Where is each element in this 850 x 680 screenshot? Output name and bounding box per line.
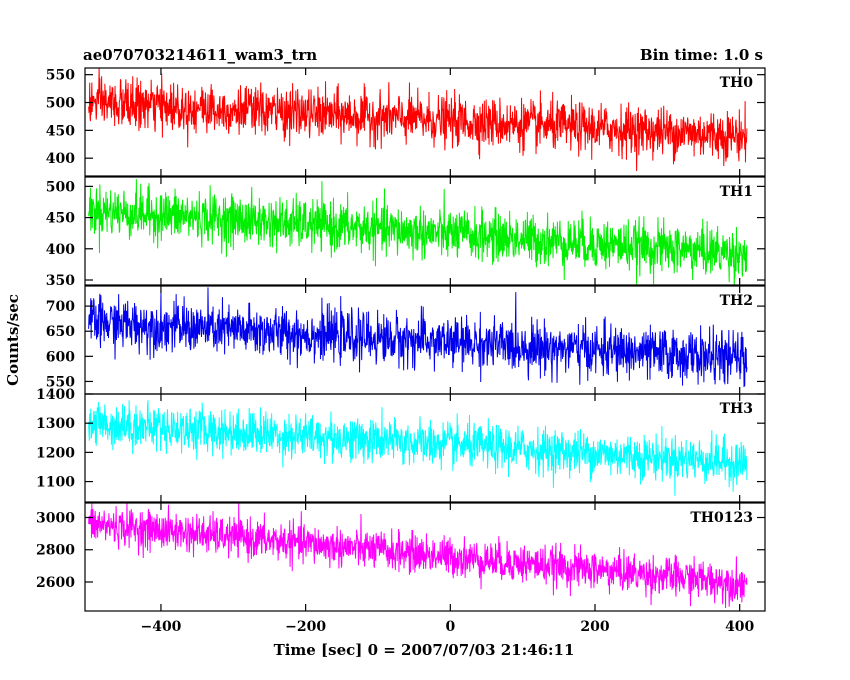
x-tick-label: 200 (580, 619, 609, 635)
panel-label-th0123: TH0123 (690, 510, 753, 526)
panel-th1: 350 400 450 500 TH1 (46, 176, 766, 289)
series-line-th1 (88, 179, 748, 285)
panel-label-th0: TH0 (720, 75, 754, 91)
chart-title-right: Bin time: 1.0 s (640, 46, 763, 64)
y-tick-label: 400 (46, 151, 75, 167)
panels-group: 400 450 500 550 TH0 350 400 450 500 TH1 550 600 650 7… (36, 67, 766, 612)
y-tick-label: 550 (46, 68, 75, 84)
y-tick-label: 1300 (36, 416, 75, 432)
x-tick-label: 0 (445, 619, 455, 635)
panel-th2: 550 600 650 700 TH2 (46, 285, 766, 395)
y-tick-label: 450 (46, 123, 75, 139)
y-tick-label: 600 (46, 349, 75, 365)
y-tick-label: 550 (46, 374, 75, 390)
series-line-th0123 (88, 503, 748, 608)
y-tick-label: 1200 (36, 445, 75, 461)
y-tick-label: 2800 (36, 543, 75, 559)
panel-frame (84, 502, 766, 612)
y-tick-label: 1400 (36, 387, 75, 403)
y-tick-label: 500 (46, 96, 75, 112)
panel-frame (84, 176, 766, 286)
panel-label-th2: TH2 (720, 293, 753, 309)
y-tick-label: 1100 (36, 475, 75, 491)
panel-th3: 1100 1200 1300 1400 TH3 (36, 387, 766, 503)
y-tick-label: 650 (46, 324, 75, 340)
x-axis-label: Time [sec] 0 = 2007/07/03 21:46:11 (274, 641, 575, 659)
series-line-th2 (88, 287, 748, 388)
panel-label-th3: TH3 (720, 401, 753, 417)
y-tick-label: 350 (46, 273, 75, 289)
y-tick-label: 2600 (36, 575, 75, 591)
y-tick-label: 500 (46, 179, 75, 195)
y-axis-label: Counts/sec (4, 294, 22, 386)
y-tick-label: 3000 (36, 511, 75, 527)
chart-title-left: ae070703214611_wam3_trn (83, 46, 317, 64)
y-tick-label: 400 (46, 242, 75, 258)
panel-label-th1: TH1 (720, 184, 753, 200)
panel-th0: 400 450 500 550 TH0 (46, 67, 766, 177)
series-line-th3 (88, 400, 748, 496)
panel-th0123: 2600 2800 3000 TH0123 (36, 502, 766, 612)
y-tick-label: 450 (46, 211, 75, 227)
x-tick-label: −400 (140, 619, 181, 635)
panel-frame (84, 393, 766, 503)
x-axis: −400 −200 0 200 400 (140, 619, 754, 635)
y-tick-label: 700 (46, 299, 75, 315)
series-line-th0 (88, 68, 748, 171)
x-tick-label: −200 (285, 619, 326, 635)
panel-frame (84, 67, 766, 177)
x-tick-label: 400 (725, 619, 754, 635)
